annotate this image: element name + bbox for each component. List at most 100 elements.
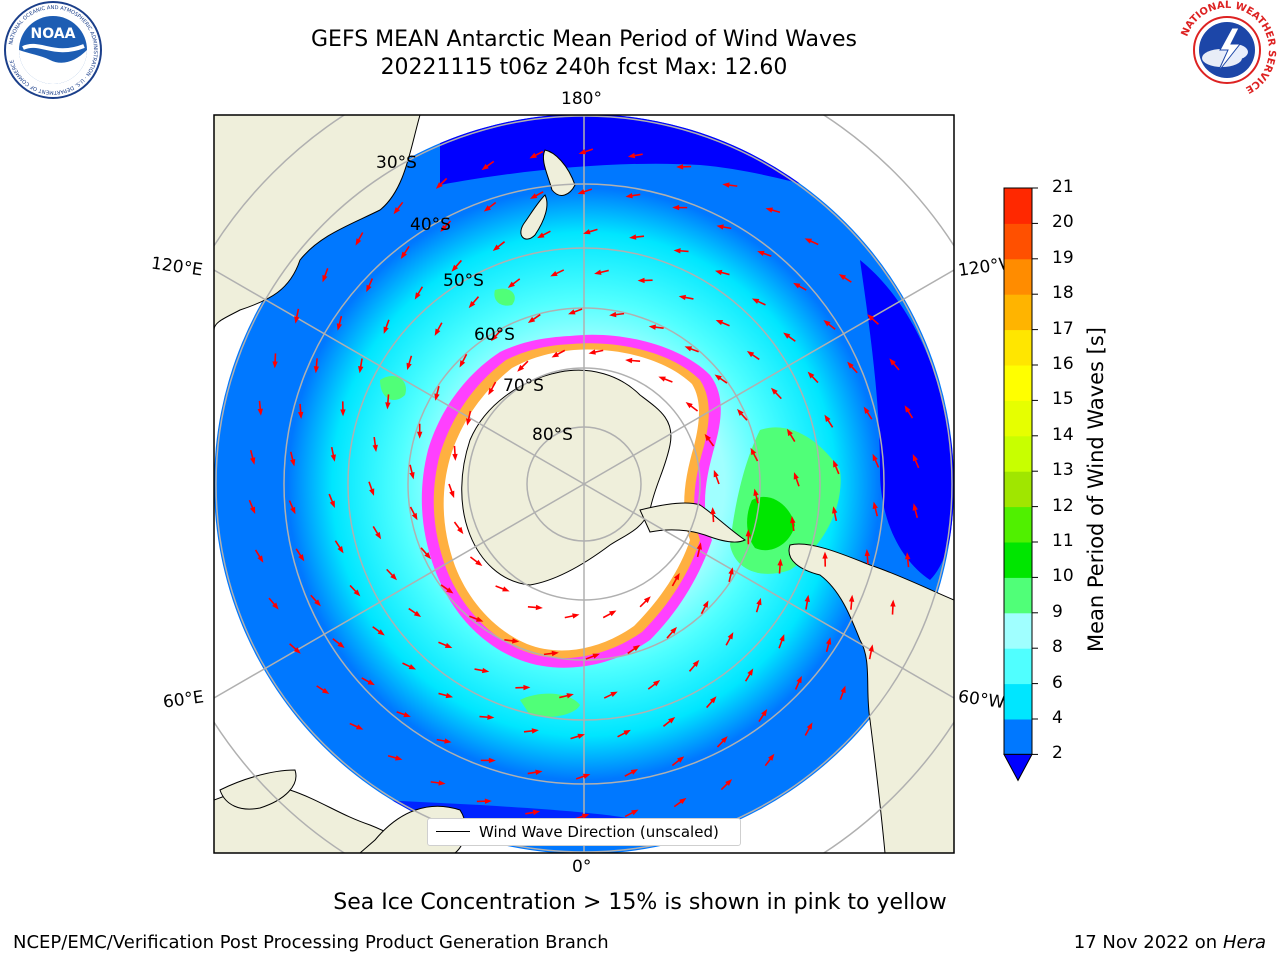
- colorbar-tick-label: 10: [1052, 566, 1074, 587]
- wind-wave-arrow-head: [355, 238, 362, 246]
- wind-wave-arrow-head: [594, 269, 602, 275]
- wind-wave-arrow-head: [400, 251, 407, 259]
- wind-wave-arrow-head: [366, 284, 372, 293]
- wind-wave-arrow-head: [643, 596, 651, 604]
- wind-wave-arrow-head: [403, 712, 411, 718]
- australia: [214, 115, 421, 331]
- wind-wave-arrow-head: [653, 680, 661, 687]
- colorbar-segment: [1004, 435, 1032, 472]
- map-legend: Wind Wave Direction (unscaled): [427, 818, 741, 846]
- lat-label-70s: 70°S: [503, 376, 544, 396]
- wind-wave-arrow-head: [568, 309, 576, 315]
- wind-wave-arrow-head: [353, 589, 361, 597]
- lat-label-50s: 50°S: [443, 271, 484, 291]
- colorbar-tick-label: 4: [1052, 708, 1063, 728]
- wind-wave-arrow-head: [329, 500, 335, 508]
- wind-wave-arrow-head: [336, 323, 343, 331]
- wind-wave-arrow-head: [532, 809, 541, 816]
- colorbar-segment: [1004, 471, 1032, 508]
- wind-wave-arrow-head: [824, 414, 831, 422]
- colorbar-tick-label: 18: [1052, 283, 1074, 304]
- wind-wave-arrow-head: [294, 316, 300, 324]
- wind-wave-arrow-head: [872, 453, 878, 462]
- legend-line-sample: [436, 831, 470, 832]
- wind-wave-arrow-head: [583, 229, 591, 235]
- wind-wave-arrows: [248, 148, 920, 820]
- wind-wave-arrow-head: [484, 798, 492, 804]
- colorbar-segment: [1004, 612, 1032, 649]
- wind-wave-arrow-head: [676, 164, 684, 170]
- wind-wave-arrow-head: [725, 779, 733, 786]
- wind-wave-arrow-head: [722, 182, 730, 188]
- wind-wave-arrow-head: [673, 572, 680, 581]
- wind-wave-arrow-head: [257, 555, 264, 563]
- wind-wave-arrow-head: [512, 638, 520, 644]
- wind-wave-arrow-head: [290, 506, 296, 515]
- nws-logo: NATIONAL WEATHER SERVICE: [1179, 0, 1277, 98]
- wind-wave-arrow-head: [290, 458, 296, 467]
- colorbar-tick-label: 13: [1052, 460, 1074, 481]
- wind-wave-arrow-head: [409, 471, 415, 480]
- wind-wave-arrow-head: [713, 469, 719, 478]
- colorbar-under-arrow: [1003, 753, 1033, 782]
- credit-line: NCEP/EMC/Verification Post Processing Pr…: [13, 932, 609, 953]
- wind-wave-arrow-head: [696, 542, 702, 550]
- wind-wave-arrow-head: [872, 501, 878, 510]
- wind-wave-arrow-head: [535, 604, 543, 611]
- colorbar-tick-label: 21: [1052, 177, 1074, 197]
- wind-wave-arrow-head: [355, 724, 364, 730]
- wind-wave-arrow-head: [424, 552, 431, 560]
- legend-label: Wind Wave Direction (unscaled): [479, 823, 719, 841]
- wind-wave-arrow-head: [322, 274, 328, 283]
- wind-wave-arrow-head: [720, 736, 728, 744]
- wind-wave-arrow-head: [369, 488, 375, 496]
- wind-wave-arrow-head: [692, 659, 700, 667]
- wind-wave-arrow-head: [704, 433, 711, 442]
- wind-wave-arrow-head: [714, 269, 723, 276]
- wind-wave-arrow-head: [457, 526, 464, 535]
- wind-wave-arrow-head: [483, 205, 491, 212]
- wind-wave-arrow-head: [367, 679, 375, 686]
- lon-label-180: 180°: [561, 89, 602, 109]
- wind-wave-arrow-head: [832, 506, 838, 514]
- colorbar-tick-label: 15: [1052, 389, 1074, 410]
- wind-wave-arrow-head: [452, 453, 458, 461]
- wind-wave-arrow-head: [588, 349, 596, 355]
- wind-wave-arrow-head: [375, 531, 382, 540]
- wind-wave-arrow-head: [551, 351, 559, 358]
- wind-wave-arrow-head: [459, 360, 466, 368]
- wind-wave-arrow-head: [678, 294, 687, 301]
- wind-wave-arrow-head: [863, 406, 870, 414]
- wind-wave-arrow-head: [714, 374, 722, 381]
- plot-title: GEFS MEAN Antarctic Mean Period of Wind …: [311, 27, 857, 52]
- lat-label-60s: 60°S: [474, 325, 515, 345]
- wind-wave-arrow-head: [677, 756, 685, 763]
- colorbar-tick-label: 19: [1052, 247, 1074, 268]
- wind-wave-arrow-head: [451, 264, 459, 272]
- map-frame: [213, 114, 955, 854]
- wind-wave-arrow-head: [434, 328, 441, 336]
- wind-wave-arrow-head: [912, 453, 918, 462]
- wind-wave-arrow-head: [434, 393, 440, 401]
- wind-wave-arrow-head: [592, 653, 600, 659]
- colorbar-segment: [1004, 683, 1032, 720]
- wind-wave-arrow-head: [481, 667, 490, 674]
- wind-wave-arrow-head: [728, 567, 734, 575]
- wind-wave-arrow-head: [416, 431, 423, 439]
- wind-wave-arrow-head: [806, 722, 813, 730]
- colorbar-segment: [1004, 329, 1032, 366]
- wind-wave-arrow-head: [577, 733, 585, 739]
- colorbar-tick-label: 20: [1052, 212, 1074, 233]
- wind-wave-arrow-head: [383, 326, 389, 334]
- wind-wave-arrow-head: [330, 454, 336, 462]
- wind-wave-arrow-head: [685, 401, 693, 409]
- new-zealand-south: [520, 194, 548, 240]
- wind-wave-arrow-head: [517, 364, 525, 372]
- wind-wave-arrow-head: [833, 460, 839, 468]
- noaa-logo: NOAA NATIONAL OCEANIC AND ATMOSPHERIC AD…: [4, 1, 102, 99]
- antarctica-land: [461, 369, 672, 586]
- wind-wave-arrow-head: [672, 204, 680, 211]
- wind-wave-arrow-head: [737, 408, 744, 416]
- colorbar-tick-label: 16: [1052, 354, 1074, 374]
- wind-wave-arrow-head: [578, 149, 587, 155]
